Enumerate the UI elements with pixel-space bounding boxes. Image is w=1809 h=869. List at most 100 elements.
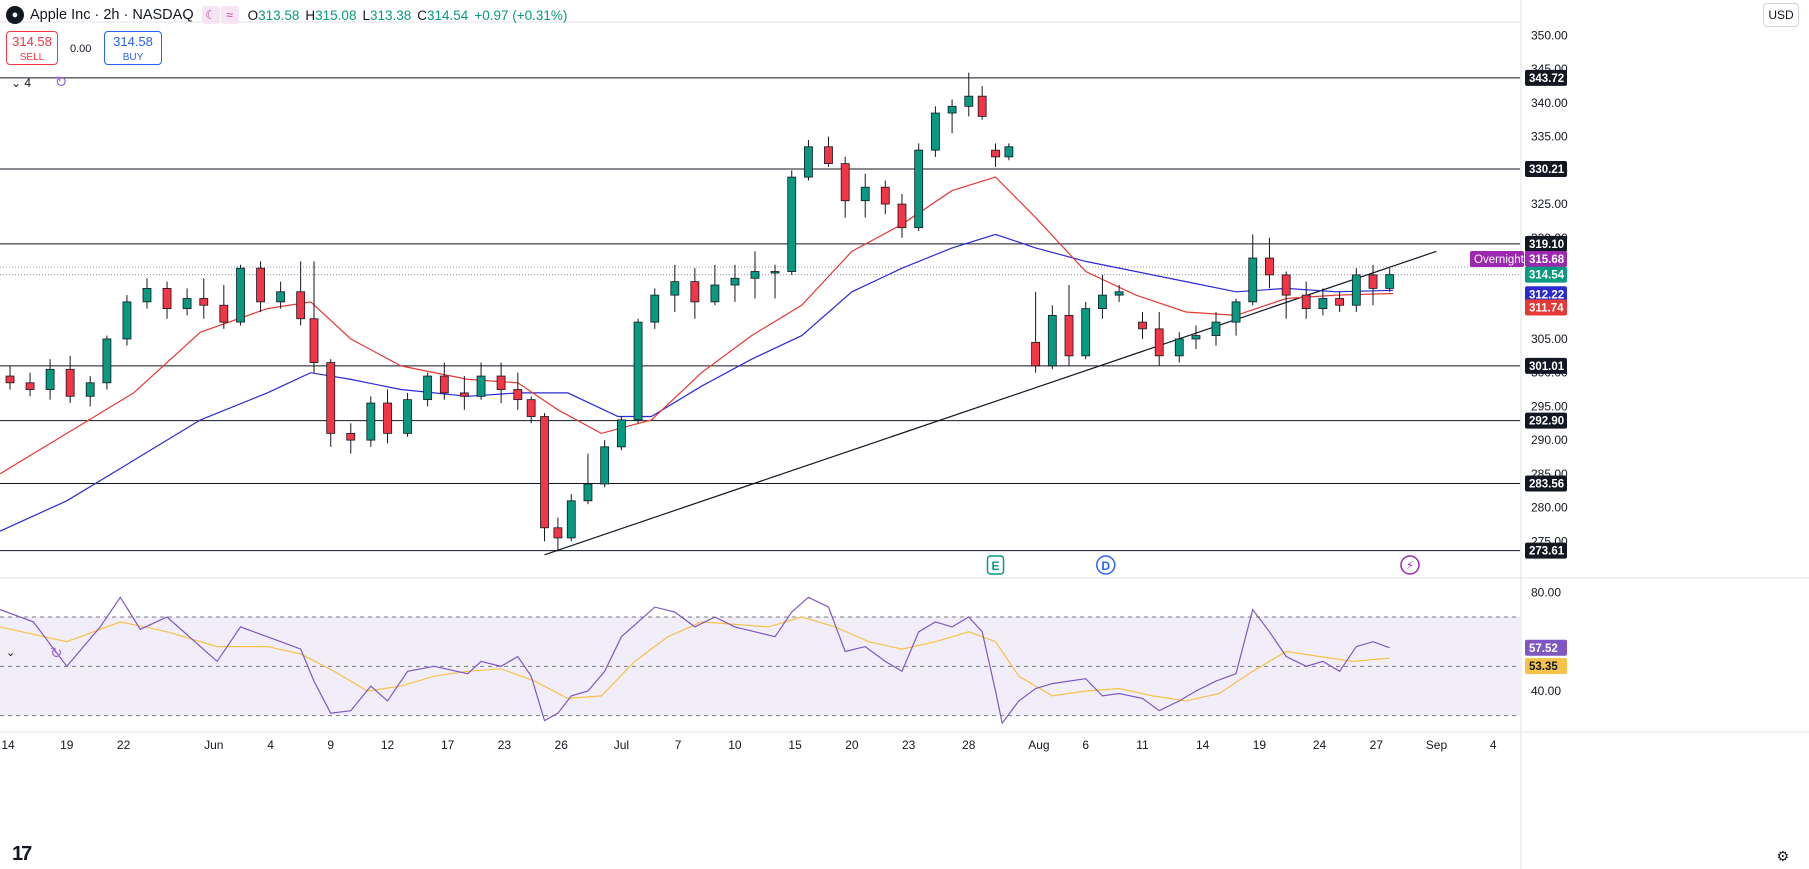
candle-body bbox=[616, 419, 626, 448]
buy-price: 314.58 bbox=[113, 34, 153, 49]
candle bbox=[459, 376, 469, 410]
buy-button[interactable]: 314.58 BUY bbox=[104, 31, 162, 65]
candle bbox=[236, 264, 245, 326]
candle bbox=[1098, 274, 1107, 319]
candle-body bbox=[540, 416, 549, 529]
candle-body bbox=[690, 281, 700, 303]
currency-selector[interactable]: USD bbox=[1763, 3, 1799, 27]
candle bbox=[85, 376, 95, 407]
candle bbox=[670, 264, 680, 312]
wave-icon[interactable]: ≈ bbox=[220, 6, 239, 24]
candle-body bbox=[824, 146, 833, 165]
candle-body bbox=[1138, 321, 1147, 330]
candle bbox=[750, 251, 760, 299]
candle-body bbox=[236, 267, 245, 323]
dividend-marker[interactable] bbox=[1096, 555, 1116, 575]
candle bbox=[45, 359, 55, 400]
candle bbox=[366, 396, 376, 447]
candle-body bbox=[1301, 294, 1311, 310]
moon-icon[interactable]: ☾ bbox=[201, 6, 220, 24]
candle bbox=[540, 413, 549, 542]
candle-body bbox=[1248, 257, 1258, 303]
candle bbox=[1265, 237, 1274, 289]
candle-body bbox=[1335, 298, 1345, 306]
time-tick-label: 22 bbox=[117, 738, 131, 752]
indicators-toggle[interactable]: ⌄ 4 bbox=[6, 73, 36, 93]
event-markers: E D ⚡ bbox=[986, 555, 1420, 575]
candle-body bbox=[770, 271, 780, 274]
time-tick-label: 23 bbox=[902, 738, 916, 752]
rsi-pane: 40.00 80.00 57.52 53.35 bbox=[0, 585, 1567, 725]
lightning-icon[interactable] bbox=[1400, 555, 1420, 575]
candle bbox=[1174, 332, 1184, 363]
close-value: 314.54 bbox=[427, 7, 469, 23]
candle-body bbox=[804, 146, 813, 178]
rsi-collapse-toggle[interactable]: ⌄ bbox=[6, 646, 15, 659]
candle-body bbox=[296, 291, 306, 320]
candle bbox=[1385, 268, 1395, 292]
rsi-tag-label: 57.52 bbox=[1529, 643, 1558, 655]
candle-body bbox=[346, 432, 356, 441]
candle bbox=[1047, 305, 1057, 370]
candle bbox=[787, 170, 797, 275]
candle-body bbox=[1368, 274, 1378, 289]
candle bbox=[1335, 291, 1345, 312]
sell-button[interactable]: 314.58 SELL bbox=[6, 31, 58, 65]
candle bbox=[102, 335, 112, 390]
candle bbox=[583, 453, 593, 505]
chart-header: ● Apple Inc · 2h · NASDAQ ☾ ≈ O313.58 H31… bbox=[0, 0, 567, 30]
candle bbox=[65, 355, 75, 404]
change-value: +0.97 (+0.31%) bbox=[474, 7, 568, 23]
rsi-tick-label: 80.00 bbox=[1531, 585, 1561, 599]
candle-body bbox=[750, 271, 760, 279]
candle bbox=[730, 264, 740, 302]
tradingview-logo-icon[interactable]: 17 bbox=[12, 843, 32, 865]
candle bbox=[256, 261, 265, 312]
time-axis: 14 19 22 Jun 4 9 12 17 23 26 Jul 7 10 15 20 23 28 Aug 6 11 1… bbox=[1, 738, 1497, 752]
event-marker-label: D bbox=[1101, 559, 1110, 573]
candle bbox=[1301, 281, 1311, 319]
candle-body bbox=[122, 301, 132, 340]
candle bbox=[162, 281, 172, 319]
rsi-ma-line bbox=[0, 616, 1390, 702]
candle bbox=[1004, 143, 1014, 161]
candle-body bbox=[162, 287, 172, 310]
candle bbox=[25, 372, 35, 397]
candle-body bbox=[600, 446, 610, 485]
level-tag bbox=[1525, 69, 1567, 86]
time-tick-label: 23 bbox=[498, 738, 512, 752]
candle-body bbox=[439, 375, 449, 394]
candle-body bbox=[1318, 298, 1328, 310]
candle bbox=[219, 285, 229, 329]
price-tick-label: 325.00 bbox=[1531, 197, 1568, 211]
time-tick-label: 11 bbox=[1136, 738, 1149, 752]
trendline bbox=[544, 250, 1437, 556]
level-tag bbox=[1525, 357, 1567, 374]
gear-icon[interactable]: ⚙ bbox=[1776, 848, 1789, 864]
candle bbox=[1231, 298, 1241, 336]
candle bbox=[526, 396, 536, 424]
time-tick-label: 9 bbox=[327, 738, 334, 752]
time-tick-label: 19 bbox=[1253, 738, 1267, 752]
rsi-refresh-icon[interactable]: ↻ bbox=[50, 645, 63, 662]
ohlc-readout: O313.58 H315.08 L313.38 C314.54 +0.97 (+0.31… bbox=[247, 7, 568, 23]
candle-body bbox=[85, 382, 95, 397]
candle-body bbox=[513, 389, 523, 401]
candle-body bbox=[5, 375, 15, 384]
refresh-icon[interactable]: ↻ bbox=[54, 74, 68, 91]
candle-body bbox=[730, 277, 740, 286]
candle bbox=[496, 362, 506, 404]
candle-body bbox=[199, 298, 209, 306]
price-tick-label: 290.00 bbox=[1531, 433, 1568, 447]
price-tick-label: 305.00 bbox=[1531, 332, 1568, 346]
symbol-title[interactable]: Apple Inc · 2h · NASDAQ bbox=[30, 7, 194, 23]
candle-body bbox=[1154, 328, 1164, 357]
time-tick-label: 6 bbox=[1082, 738, 1089, 752]
candle-body bbox=[309, 318, 319, 363]
trendline-line bbox=[544, 250, 1437, 556]
earnings-marker[interactable] bbox=[986, 555, 1005, 575]
time-tick-label: 19 bbox=[60, 738, 74, 752]
candle-body bbox=[496, 375, 506, 390]
